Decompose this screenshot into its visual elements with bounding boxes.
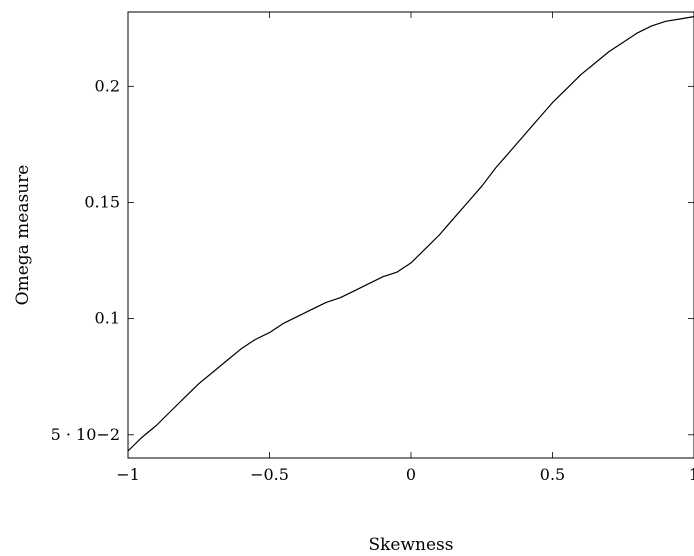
x-tick-label: 0	[406, 465, 416, 484]
x-tick-label: −0.5	[250, 465, 289, 484]
series-line	[127, 16, 694, 452]
y-tick-label: 5 · 10−2	[51, 425, 120, 444]
plot-frame	[127, 11, 694, 459]
y-tick-label: 0.1	[95, 309, 120, 328]
x-tick-label: 1	[689, 465, 694, 484]
x-axis: −1 −0.5 0 0.5 1	[116, 12, 694, 484]
x-axis-title: Skewness	[368, 535, 453, 555]
y-tick-label: 0.2	[95, 76, 120, 95]
y-tick-label: 0.15	[84, 192, 120, 211]
x-tick-label: −1	[116, 465, 140, 484]
y-axis-title: Omega measure	[13, 165, 33, 306]
y-axis: 5 · 10−2 0.1 0.15 0.2	[51, 76, 694, 444]
x-tick-label: 0.5	[540, 465, 565, 484]
